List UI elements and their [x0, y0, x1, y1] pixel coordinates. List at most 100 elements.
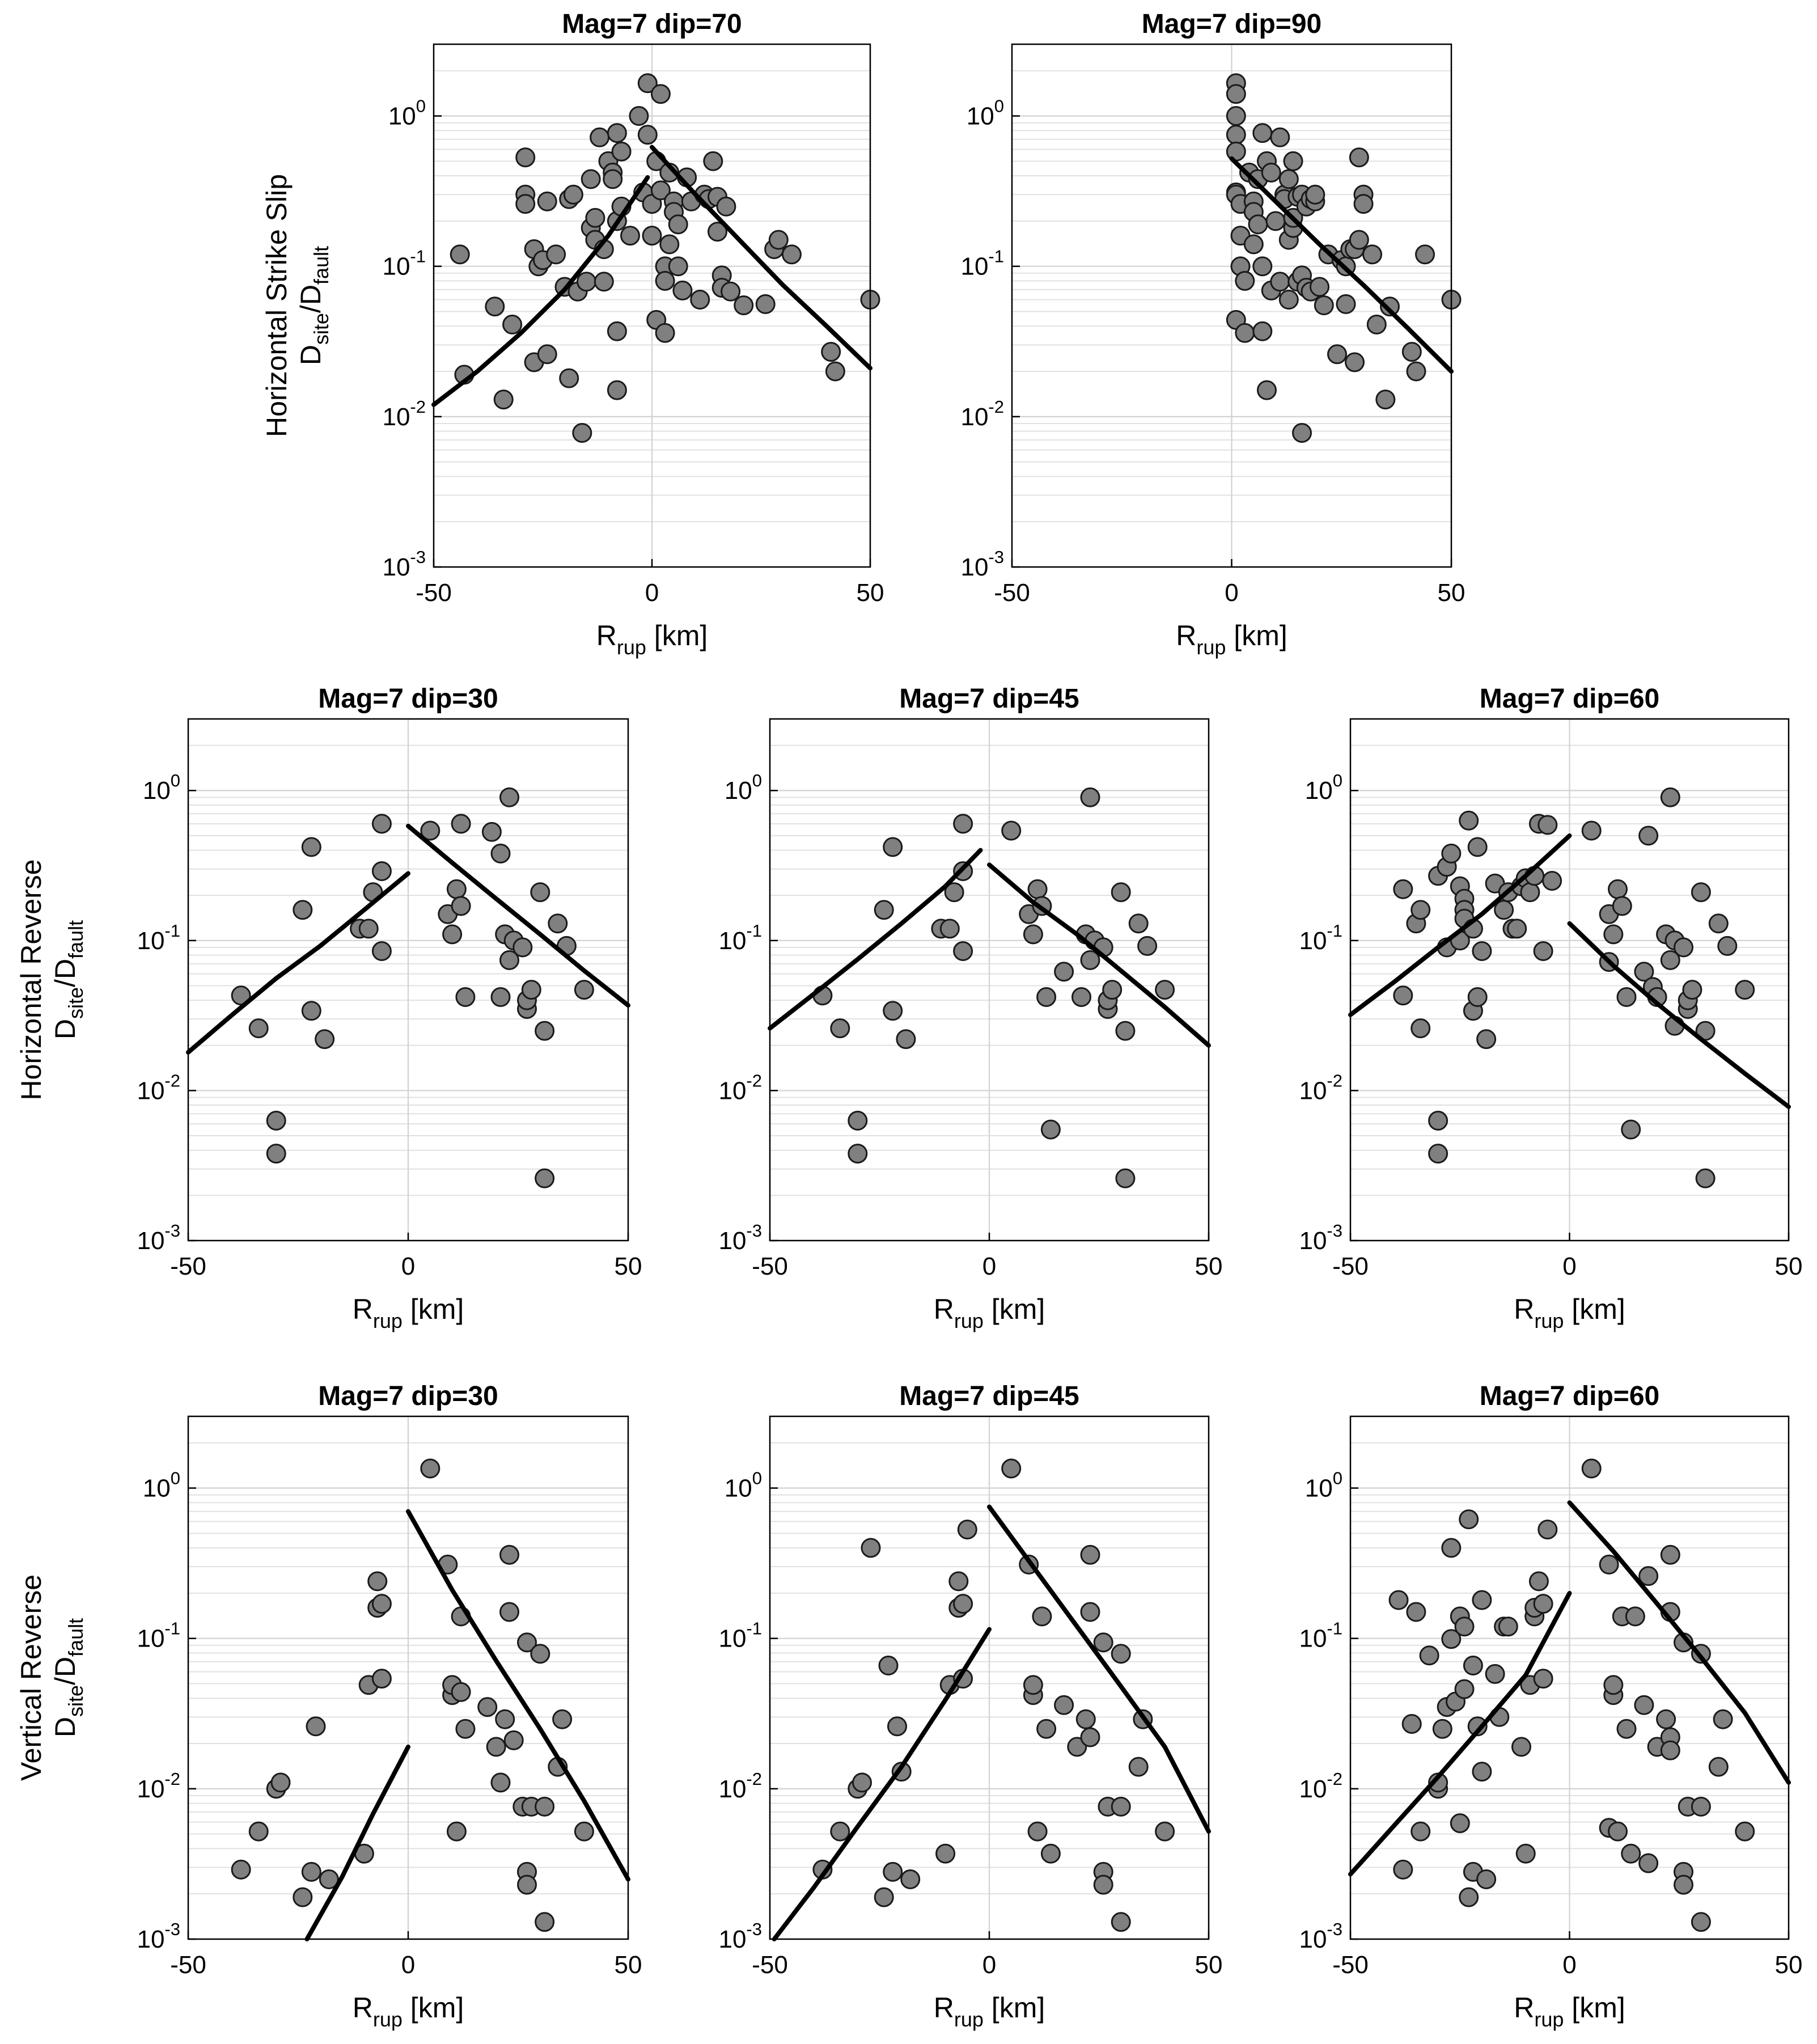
subplot-title: Mag=7 dip=90 [1142, 9, 1322, 39]
data-point [1283, 151, 1303, 171]
row-label-sub-fault: fault [64, 1618, 87, 1657]
y-tick-label-base: 10 [382, 553, 410, 581]
y-tick-label: 10-2 [718, 1070, 762, 1104]
data-point [1128, 913, 1149, 934]
x-tick-label: -50 [1332, 1252, 1369, 1280]
data-point [301, 1861, 321, 1882]
y-tick-label-base: 10 [1299, 927, 1327, 955]
row-label-1: Horizontal Strike Slip Dsite/Dfault [261, 174, 333, 437]
data-point [1305, 184, 1325, 205]
x-tick-label: 0 [1562, 1951, 1576, 1979]
data-point [637, 125, 658, 145]
data-point [948, 1571, 969, 1592]
model-curve-right [987, 862, 1211, 1048]
x-axis-label: Rrup [km] [353, 1992, 464, 2031]
data-point [1612, 896, 1632, 916]
data-point [642, 226, 662, 246]
y-tick-label: 10-2 [137, 1070, 180, 1104]
data-point [451, 814, 471, 834]
data-point [315, 1029, 335, 1049]
x-tick-label: 0 [982, 1252, 996, 1280]
y-tick-label-exponent: -1 [746, 1619, 762, 1639]
data-point [1032, 1606, 1052, 1627]
data-point [371, 861, 392, 881]
data-point [1093, 1874, 1113, 1895]
data-point [1362, 244, 1382, 265]
x-tick-label: -50 [994, 579, 1030, 607]
data-point [607, 380, 627, 400]
x-axis-label: Rrup [km] [934, 1293, 1045, 1332]
y-tick-label-exponent: 0 [171, 771, 180, 790]
data-point [358, 919, 379, 939]
data-point [1603, 1675, 1624, 1695]
y-tick-label-base: 10 [143, 777, 171, 805]
y-tick-label: 100 [143, 1469, 180, 1503]
data-point [637, 73, 658, 94]
y-tick-label: 10-3 [1299, 1919, 1342, 1953]
y-tick-label-exponent: 0 [416, 96, 426, 116]
data-point [781, 244, 802, 265]
data-point [590, 127, 610, 147]
data-point [1265, 211, 1286, 231]
x-axis-label-main: R [1514, 1293, 1534, 1325]
data-point [266, 1144, 286, 1164]
x-axis-label-sub: rup [954, 1309, 984, 1332]
data-point [1111, 882, 1131, 903]
x-axis-label-sub: rup [373, 2008, 403, 2031]
y-tick-label-exponent: -2 [410, 397, 426, 417]
y-tick-label-exponent: -3 [410, 547, 426, 567]
tick-marks [187, 1487, 629, 1940]
data-point [477, 1697, 498, 1717]
y-tick-label-exponent: -1 [164, 921, 180, 941]
data-point [1366, 314, 1387, 335]
data-point [301, 837, 321, 857]
y-tick-label-exponent: -1 [1327, 921, 1342, 941]
data-point [231, 1859, 251, 1880]
data-point [1450, 1813, 1470, 1834]
y-tick-label-base: 10 [718, 1625, 746, 1653]
data-point [603, 169, 623, 189]
data-point [1459, 1509, 1479, 1530]
data-point [1027, 879, 1048, 899]
y-tick-label-base: 10 [1305, 1475, 1333, 1503]
data-point [1472, 941, 1492, 961]
data-point [830, 1821, 850, 1842]
model-curve-right [1567, 1500, 1791, 1785]
y-tick-label-base: 10 [725, 1475, 752, 1503]
x-axis-label: Rrup [km] [596, 620, 708, 659]
data-point [1067, 1737, 1087, 1757]
data-points [812, 787, 1175, 1188]
data-point [953, 941, 973, 961]
data-point [1349, 230, 1369, 250]
y-tick-label-base: 10 [137, 1077, 164, 1104]
data-point [585, 208, 605, 228]
y-tick-label-base: 10 [718, 1775, 746, 1803]
data-point [1674, 937, 1693, 958]
model-curve-left [1348, 1590, 1572, 1877]
row-label-d: D [49, 1019, 81, 1039]
data-point [1401, 1714, 1422, 1734]
data-point [515, 194, 536, 214]
data-point [1128, 1757, 1149, 1777]
data-point [1314, 295, 1334, 315]
data-point [371, 1669, 392, 1689]
data-point [1717, 936, 1738, 956]
data-point [1538, 815, 1558, 835]
data-point [559, 368, 579, 388]
data-point [703, 151, 723, 171]
data-point [1441, 1538, 1462, 1558]
data-point [306, 1716, 326, 1737]
data-point [548, 913, 568, 934]
y-tick-label: 100 [388, 96, 426, 130]
data-point [1278, 169, 1299, 189]
model-curve-left [768, 848, 983, 1031]
y-tick-label: 10-3 [382, 547, 426, 581]
data-point [486, 1737, 506, 1757]
row-label-3: Vertical Reverse Dsite/Dfault [15, 1575, 87, 1781]
data-point [1327, 344, 1347, 365]
subplot-title: Mag=7 dip=45 [899, 1381, 1079, 1411]
